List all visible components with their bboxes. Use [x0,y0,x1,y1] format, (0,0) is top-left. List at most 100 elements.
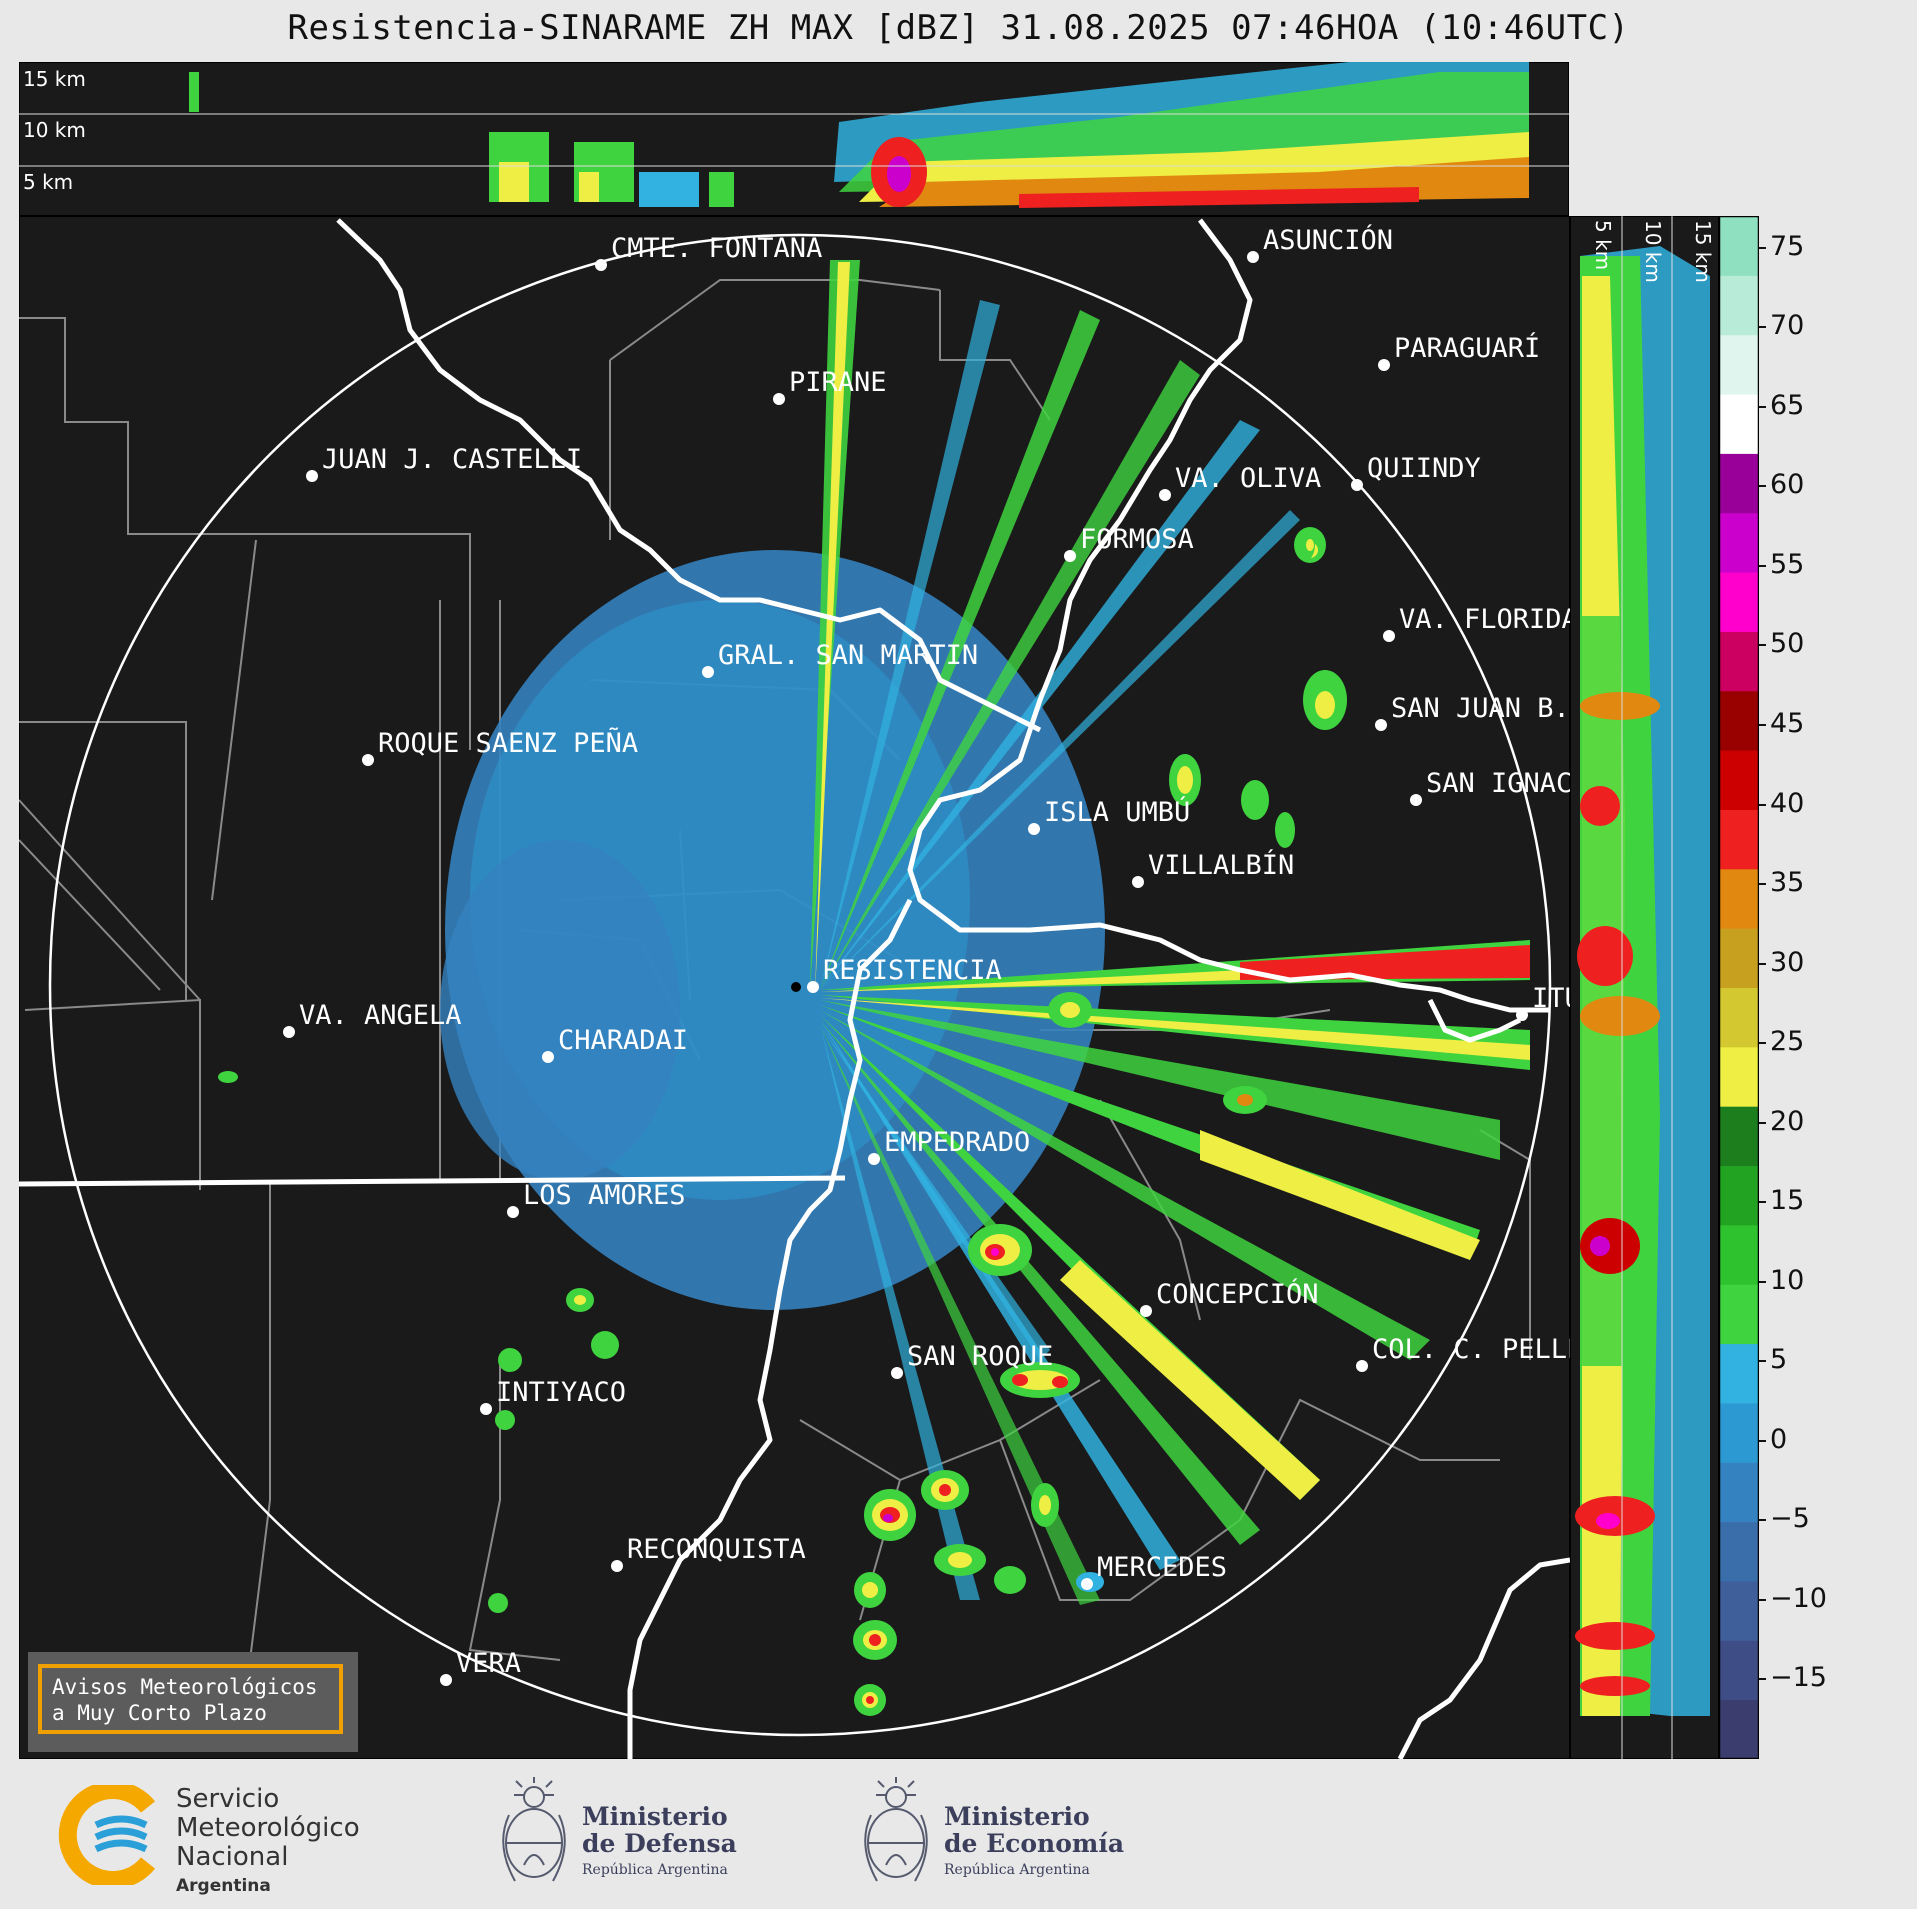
colorbar-tick-mark [1759,326,1766,329]
colorbar-tick-mark [1759,405,1766,408]
colorbar-tick-label: 30 [1770,946,1805,978]
place-label: COL. C. PELLEGRINI [1372,1334,1570,1365]
colorbar-tick-mark [1759,883,1766,886]
colorbar-tick-label: 55 [1770,548,1805,580]
colorbar-tick-label: 50 [1770,628,1805,660]
smn-logo: Servicio Meteorológico Nacional Argentin… [56,1784,396,1896]
colorbar-tick-mark [1759,1121,1766,1124]
place-marker[interactable] [1159,489,1171,501]
top-cross-section-echoes [189,62,1529,208]
radar-map-panel[interactable]: ASUNCIÓN CMTE. FONTANA PARAGUARÍ PIRANE JUAN… [19,216,1570,1759]
place-marker[interactable] [868,1153,880,1165]
notice-button[interactable]: Avisos Meteorológicos a Muy Corto Plazo [38,1664,343,1734]
place-marker[interactable] [611,1560,623,1572]
colorbar-tick-mark [1759,1678,1766,1681]
place-marker[interactable] [1378,359,1390,371]
place-marker[interactable] [773,393,785,405]
colorbar-tick-mark [1759,1280,1766,1283]
colorbar-segment [1719,631,1759,692]
colorbar-tick-label: 5 [1770,1344,1788,1376]
colorbar-tick-label: 65 [1770,389,1805,421]
place-marker[interactable] [807,981,819,993]
colorbar-segment [1719,1640,1759,1701]
coat-of-arms-icon [864,1777,928,1882]
colorbar-segment [1719,216,1759,276]
place-label: VA. OLIVA [1175,463,1321,494]
place-label: JUAN J. CASTELLI [322,444,582,475]
colorbar-segment [1719,987,1759,1048]
economia-line-1: Ministerio [944,1802,1090,1831]
place-marker[interactable] [702,666,714,678]
colorbar-segment [1719,1462,1759,1523]
colorbar-tick-mark [1759,803,1766,806]
smn-line-3: Nacional [176,1842,289,1872]
defensa-line-1: Ministerio [582,1802,728,1831]
colorbar-segment [1719,394,1759,454]
place-marker[interactable] [891,1367,903,1379]
place-marker[interactable] [595,259,607,271]
colorbar-segment [1719,572,1759,632]
place-label: FORMOSA [1080,524,1194,555]
colorbar-tick-mark [1759,724,1766,727]
colorbar-tick-mark [1759,1439,1766,1442]
place-marker[interactable] [362,754,374,766]
colorbar-segment [1719,512,1759,573]
place-label: SAN ROQUE [907,1341,1053,1372]
place-label: VA. ANGELA [299,1000,462,1031]
notice-box[interactable]: Avisos Meteorológicos a Muy Corto Plazo [28,1652,358,1752]
colorbar-segment [1719,1521,1759,1582]
place-marker[interactable] [1247,251,1259,263]
place-marker[interactable] [283,1026,295,1038]
place-label: VILLALBÍN [1148,849,1294,881]
place-marker[interactable] [507,1206,519,1218]
colorbar-tick-label: −5 [1770,1503,1810,1535]
place-marker[interactable] [1410,794,1422,806]
place-label: LOS AMORES [523,1180,686,1211]
top-height-label-15: 15 km [23,67,86,91]
place-marker[interactable] [1140,1305,1152,1317]
place-marker[interactable] [542,1051,554,1063]
colorbar-segment [1719,690,1759,751]
colorbar-segment [1719,1343,1759,1404]
place-label: ROQUE SAENZ PEÑA [378,727,638,759]
radar-site-marker [791,982,801,992]
top-height-label-5: 5 km [23,170,73,194]
colorbar-tick-mark [1759,1519,1766,1522]
notice-line-1: Avisos Meteorológicos [52,1675,318,1699]
defensa-line-3: República Argentina [582,1862,728,1878]
right-height-label-15: 15 km [1691,220,1715,283]
right-height-label-10: 10 km [1641,220,1665,283]
place-marker[interactable] [440,1674,452,1686]
colorbar-tick-label: 15 [1770,1185,1805,1217]
place-marker[interactable] [1064,550,1076,562]
place-marker[interactable] [1351,479,1363,491]
colorbar-tick-label: 35 [1770,867,1805,899]
place-marker[interactable] [306,470,318,482]
place-marker[interactable] [1356,1360,1368,1372]
borders [19,218,1570,1759]
dbz-colorbar [1719,216,1759,1759]
place-marker[interactable] [1375,719,1387,731]
place-label: SAN JUAN B. [1391,693,1570,724]
place-marker[interactable] [480,1403,492,1415]
place-label: VERA [456,1648,521,1679]
place-marker[interactable] [1516,1009,1528,1021]
place-marker[interactable] [1132,876,1144,888]
defensa-logo: Ministerio de Defensa República Argentin… [494,1775,794,1895]
colorbar-tick-mark [1759,1201,1766,1204]
place-label: VA. FLORIDA [1399,604,1570,635]
colorbar-segment [1719,750,1759,810]
right-height-label-5: 5 km [1591,220,1615,270]
place-marker[interactable] [1383,630,1395,642]
smn-line-1: Servicio [176,1784,280,1814]
colorbar-tick-label: 60 [1770,469,1805,501]
place-marker[interactable] [1028,823,1040,835]
colorbar-tick-mark [1759,644,1766,647]
place-marker[interactable] [1081,1578,1093,1590]
top-cross-section-panel: 15 km 10 km 5 km [19,62,1569,216]
place-label: ASUNCIÓN [1263,224,1393,256]
top-height-label-10: 10 km [23,118,86,142]
place-label: PIRANE [789,367,887,398]
colorbar-segment [1719,1165,1759,1226]
colorbar-segment [1719,1580,1759,1641]
